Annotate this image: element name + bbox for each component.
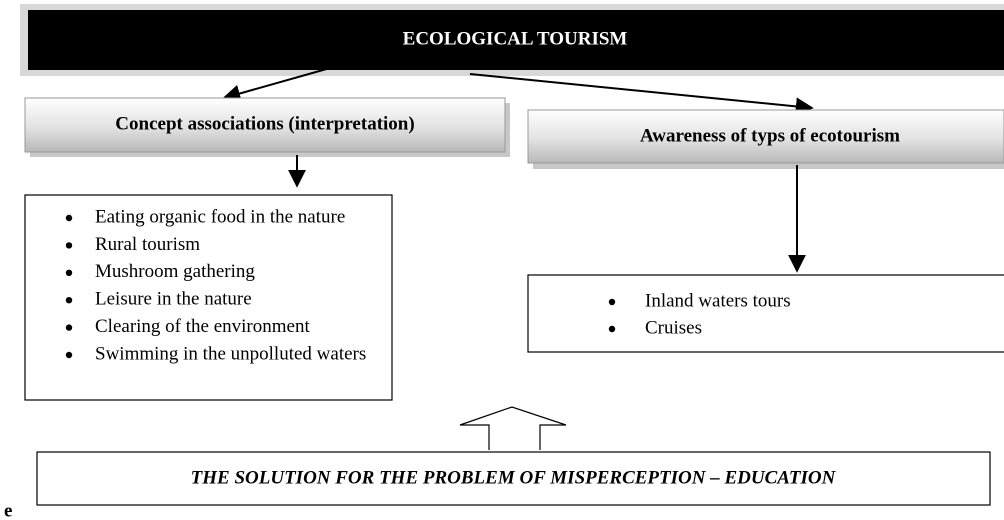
list-item: Cruises — [645, 317, 702, 338]
fragment: e — [4, 500, 12, 520]
title-box — [28, 10, 1004, 70]
right-heading-box — [527, 109, 1004, 164]
bullet — [65, 214, 73, 222]
title: ECOLOGICAL TOURISM — [403, 28, 628, 49]
list-item: Inland waters tours — [645, 290, 791, 311]
bullet — [65, 242, 73, 249]
list-item: Swimming in the unpolluted waters — [95, 343, 366, 364]
solution: THE SOLUTION FOR THE PROBLEM OF MISPERCE… — [191, 467, 837, 488]
hollow-arrow — [459, 406, 567, 450]
right-list: Inland waters tours Cruises — [608, 290, 791, 338]
list-item: Mushroom gathering — [95, 261, 255, 282]
list-item: Eating organic food in the nature — [95, 206, 345, 227]
arrow — [469, 73, 814, 116]
list-item: Rural tourism — [95, 234, 200, 255]
bullet — [608, 298, 616, 306]
bullet — [65, 297, 73, 304]
arrow — [222, 67, 331, 103]
right-heading: Awareness of typs of ecotourism — [640, 125, 900, 146]
left-heading: Concept associations (interpretation) — [115, 113, 414, 134]
bullet — [65, 351, 73, 359]
bullet — [608, 325, 616, 333]
right-list-box — [527, 274, 1004, 353]
bullet — [65, 324, 73, 331]
left-list: Eating organic food in the nature Rural t… — [65, 206, 366, 364]
solution-box — [36, 451, 991, 506]
left-heading-box — [24, 97, 506, 153]
left-list-box — [24, 194, 393, 401]
list-item: Clearing of the environment — [95, 316, 310, 337]
bullet — [65, 269, 73, 276]
list-item: Leisure in the nature — [95, 289, 252, 310]
